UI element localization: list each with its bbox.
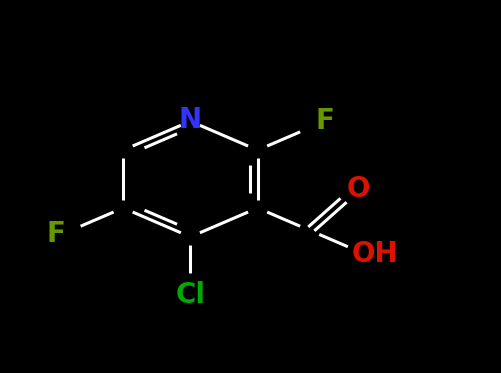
Text: N: N [179, 106, 202, 134]
Text: Cl: Cl [175, 280, 205, 309]
Text: F: F [316, 107, 334, 135]
Text: F: F [47, 220, 65, 248]
Text: O: O [346, 175, 370, 203]
Text: OH: OH [352, 239, 398, 268]
